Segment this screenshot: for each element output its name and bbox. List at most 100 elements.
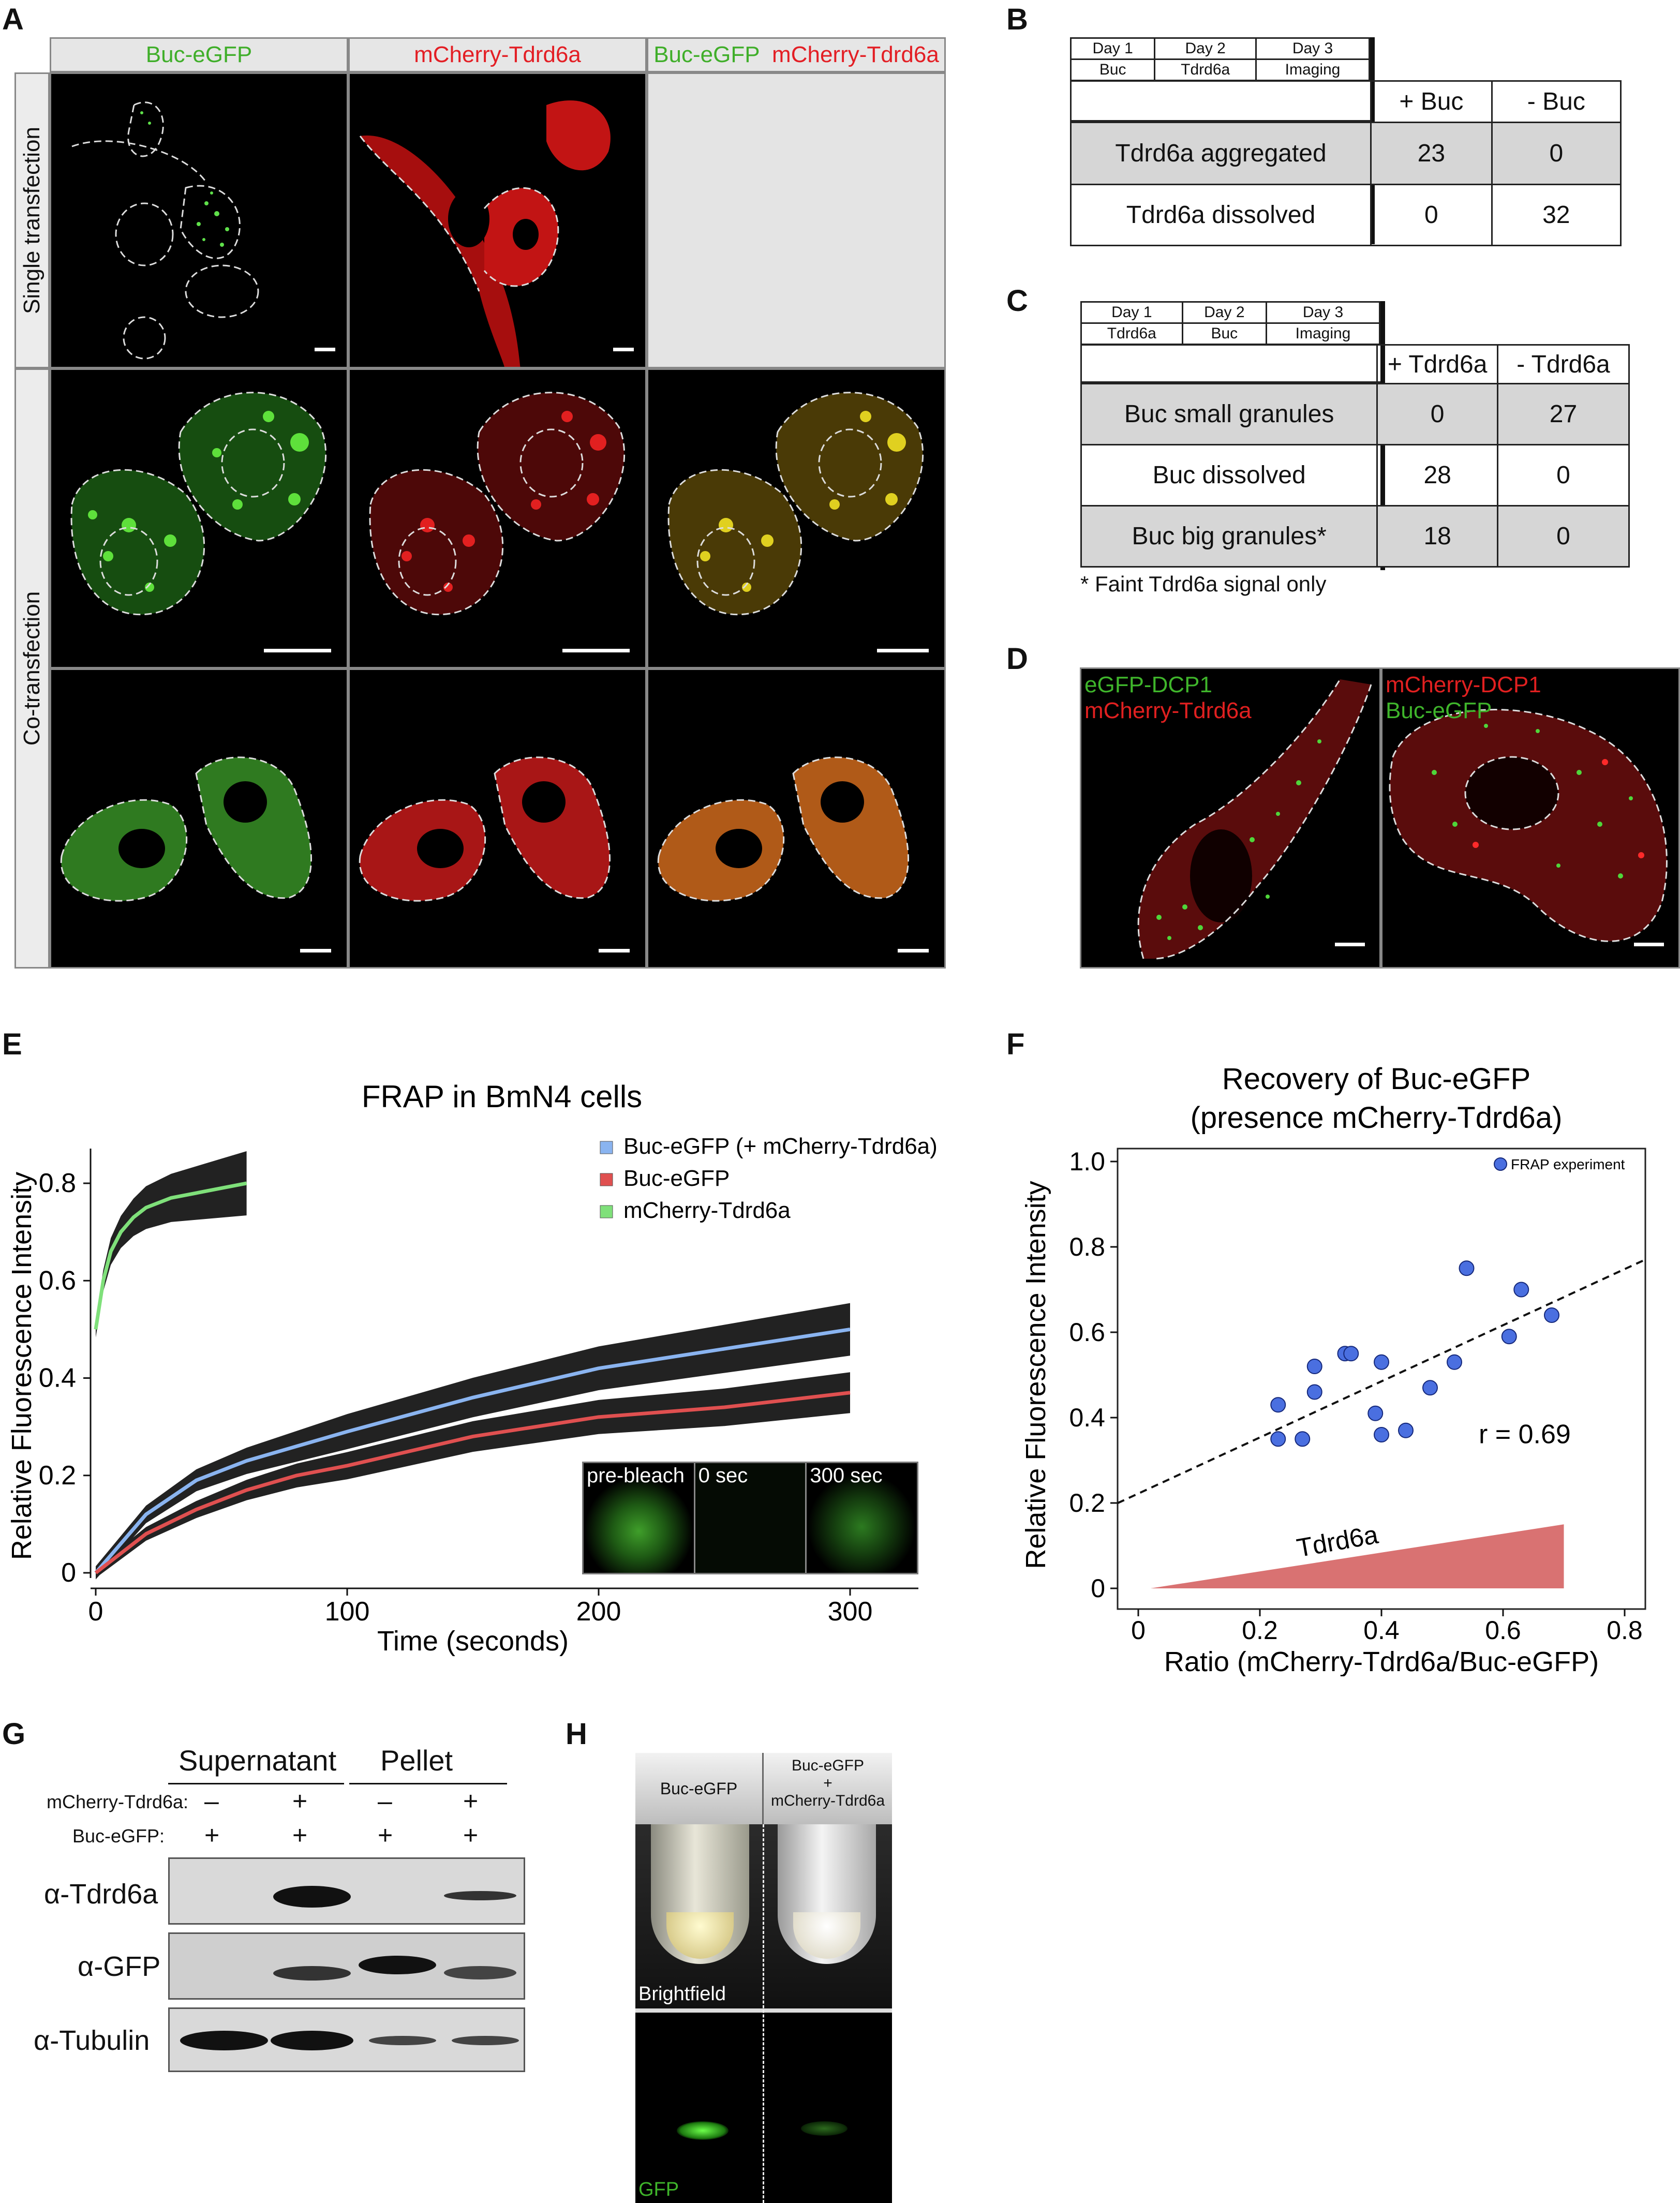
blot-tubulin: [168, 2007, 525, 2072]
gfp-glow-1: [677, 2121, 729, 2140]
data-point: [1295, 1431, 1311, 1447]
d-left-green-label: eGFP-DCP1: [1084, 672, 1212, 697]
blot-tdrd6a: [168, 1857, 525, 1925]
sign: +: [292, 1787, 308, 1815]
h-header-2-line: +: [823, 1775, 832, 1792]
sign: –: [378, 1787, 392, 1815]
scale-bar: [264, 649, 331, 652]
micrograph-single-tdrd6a: [348, 72, 647, 368]
row-label: Tdrd6a aggregated: [1069, 122, 1372, 185]
band: [444, 1966, 516, 1979]
d-left-cell: [1137, 679, 1372, 960]
band: [369, 2036, 436, 2045]
panel-label-f: F: [1006, 1028, 1025, 1061]
panel-label-a: A: [2, 3, 24, 36]
label-supernatant: Supernatant: [179, 1744, 337, 1777]
inset-label: 300 sec: [810, 1464, 883, 1487]
row-label-co: Co-transfection: [14, 368, 50, 969]
sign: +: [204, 1821, 220, 1850]
x-tick-label: 200: [576, 1597, 621, 1627]
sign: +: [463, 1821, 479, 1850]
cell-value: 28: [1376, 444, 1498, 507]
h-header-2: Buc-eGFP + mCherry-Tdrd6a: [764, 1753, 892, 1824]
d-left-red-label: mCherry-Tdrd6a: [1084, 698, 1252, 723]
correlation-label: r = 0.69: [1479, 1420, 1571, 1450]
row-label: Buc dissolved: [1080, 444, 1378, 507]
chart-title: Recovery of Buc-eGFP: [1222, 1062, 1530, 1096]
x-tick-label: 0.2: [1242, 1616, 1278, 1645]
cell-value: 0: [1491, 122, 1622, 185]
legend-label: Buc-eGFP: [623, 1166, 730, 1191]
band: [271, 2031, 353, 2050]
series-envelope: [96, 1151, 247, 1337]
day-step: Imaging: [1266, 322, 1380, 345]
gfp-label: GFP: [638, 2179, 679, 2200]
panel-c-table: + Tdrd6a - Tdrd6a Buc small granules 0 2…: [1080, 344, 1630, 568]
blot-label-gfp: α-GFP: [78, 1951, 161, 1982]
label-row-tdrd6a: mCherry-Tdrd6a:: [47, 1791, 189, 1812]
day-label: Day 3: [1255, 37, 1370, 60]
micrograph-single-buc: [50, 72, 348, 368]
x-tick-label: 0.8: [1607, 1616, 1643, 1645]
y-tick-label: 0.2: [39, 1461, 76, 1491]
panel-label-h: H: [566, 1717, 587, 1751]
scale-bar: [1634, 943, 1664, 946]
inset-prebleach: pre-bleach: [584, 1463, 695, 1573]
row-label: Tdrd6a dissolved: [1069, 184, 1372, 246]
panel-a: Buc-eGFP mCherry-Tdrd6a Buc-eGFP mCherry…: [14, 37, 946, 969]
data-point: [1513, 1282, 1529, 1298]
y-tick-label: 0.4: [39, 1363, 76, 1393]
col-plus-buc: + Buc: [1370, 80, 1493, 123]
panel-c-footnote: * Faint Tdrd6a signal only: [1080, 572, 1327, 596]
panel-b-table: + Buc - Buc Tdrd6a aggregated 23 0 Tdrd6…: [1069, 80, 1622, 246]
inset-300sec: 300 sec: [807, 1463, 917, 1573]
data-point: [1306, 1384, 1322, 1400]
micrograph-co-tdrd6a-granules: [348, 368, 647, 668]
day-label: Day 1: [1080, 301, 1183, 324]
supernatant-line: [168, 1783, 344, 1784]
x-tick-label: 300: [828, 1597, 873, 1627]
blot-gfp: [168, 1932, 525, 2000]
band: [452, 2036, 519, 2045]
row-label-single: Single transfection: [14, 72, 50, 368]
data-point: [1270, 1431, 1286, 1447]
h-header-1: Buc-eGFP: [635, 1753, 764, 1824]
band: [444, 1891, 516, 1900]
label-pellet: Pellet: [380, 1744, 453, 1777]
sign: +: [292, 1821, 308, 1850]
micrograph-co-buc-dissolved: [50, 668, 348, 969]
data-point: [1398, 1422, 1414, 1438]
co-tdrd6a-cells: [369, 392, 625, 616]
day-label: Day 3: [1266, 301, 1380, 324]
cell-value: 0: [1496, 505, 1630, 568]
data-point: [1343, 1346, 1359, 1362]
day-step: Imaging: [1255, 58, 1370, 81]
pellet-line: [349, 1783, 507, 1784]
recovery-scatter: Recovery of Buc-eGFP (presence mCherry-Td…: [1020, 1062, 1646, 1676]
panel-h: Buc-eGFP Buc-eGFP + mCherry-Tdrd6a Brigh…: [635, 1753, 892, 2203]
trend-line: [1117, 1258, 1646, 1505]
x-tick-label: 0: [88, 1597, 103, 1627]
y-tick-label: 0.6: [39, 1266, 76, 1296]
chart-subtitle: (presence mCherry-Tdrd6a): [1191, 1101, 1563, 1135]
merge-red-label: mCherry-Tdrd6a: [772, 42, 939, 67]
micrograph-co-merge-granules: [647, 368, 946, 668]
scale-bar: [315, 348, 335, 351]
series-envelope: [96, 1372, 850, 1578]
legend-swatch: [600, 1205, 613, 1218]
x-axis-label: Ratio (mCherry-Tdrd6a/Buc-eGFP): [1164, 1646, 1599, 1676]
day-label: Day 2: [1154, 37, 1257, 60]
empty-merge-cell: [647, 72, 946, 368]
day-step: Buc: [1069, 58, 1156, 81]
micrograph-co-tdrd6a-dissolved: [348, 668, 647, 969]
day-label: Day 1: [1069, 37, 1156, 60]
y-tick-label: 0.2: [1069, 1488, 1105, 1517]
data-point: [1374, 1354, 1389, 1370]
series-line: [94, 1327, 851, 1574]
day-step: Tdrd6a: [1080, 322, 1183, 345]
co-buc-dissolved-cells: [60, 756, 312, 902]
data-point: [1422, 1380, 1438, 1396]
x-tick-label: 100: [325, 1597, 370, 1627]
co-tdrd6a-dissolved-cells: [359, 756, 611, 902]
frap-chart: FRAP in BmN4 cells 0 100 200 300 0 0.2 0.4 0.6 0.…: [6, 1079, 938, 1657]
